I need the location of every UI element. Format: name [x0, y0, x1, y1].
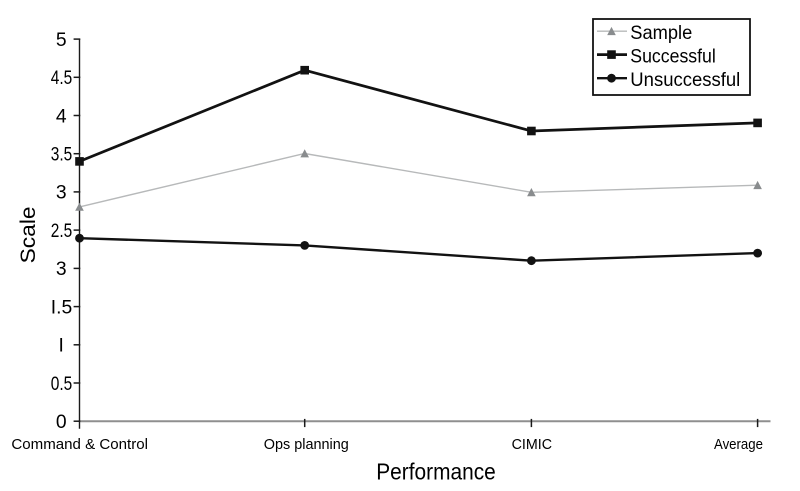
svg-text:4: 4	[56, 106, 67, 127]
svg-text:0.5: 0.5	[51, 374, 73, 395]
svg-text:CIMIC: CIMIC	[512, 437, 553, 453]
svg-text:Successful: Successful	[630, 45, 716, 67]
svg-text:Performance: Performance	[376, 459, 496, 485]
svg-text:I.5: I.5	[51, 297, 73, 318]
svg-text:Sample: Sample	[630, 22, 692, 44]
svg-text:3: 3	[56, 183, 67, 204]
svg-text:Ops planning: Ops planning	[264, 437, 349, 453]
svg-text:Command & Control: Command & Control	[11, 437, 148, 453]
svg-text:3.5: 3.5	[51, 145, 73, 166]
svg-text:0: 0	[56, 412, 67, 433]
svg-text:3: 3	[56, 259, 67, 280]
svg-text:Unsuccessful: Unsuccessful	[630, 69, 740, 91]
svg-text:2.5: 2.5	[51, 221, 73, 242]
svg-text:Average: Average	[714, 437, 763, 453]
svg-text:4.5: 4.5	[51, 68, 73, 89]
svg-text:Scale: Scale	[16, 206, 40, 263]
svg-text:5: 5	[56, 30, 67, 51]
svg-text:I: I	[59, 336, 64, 357]
